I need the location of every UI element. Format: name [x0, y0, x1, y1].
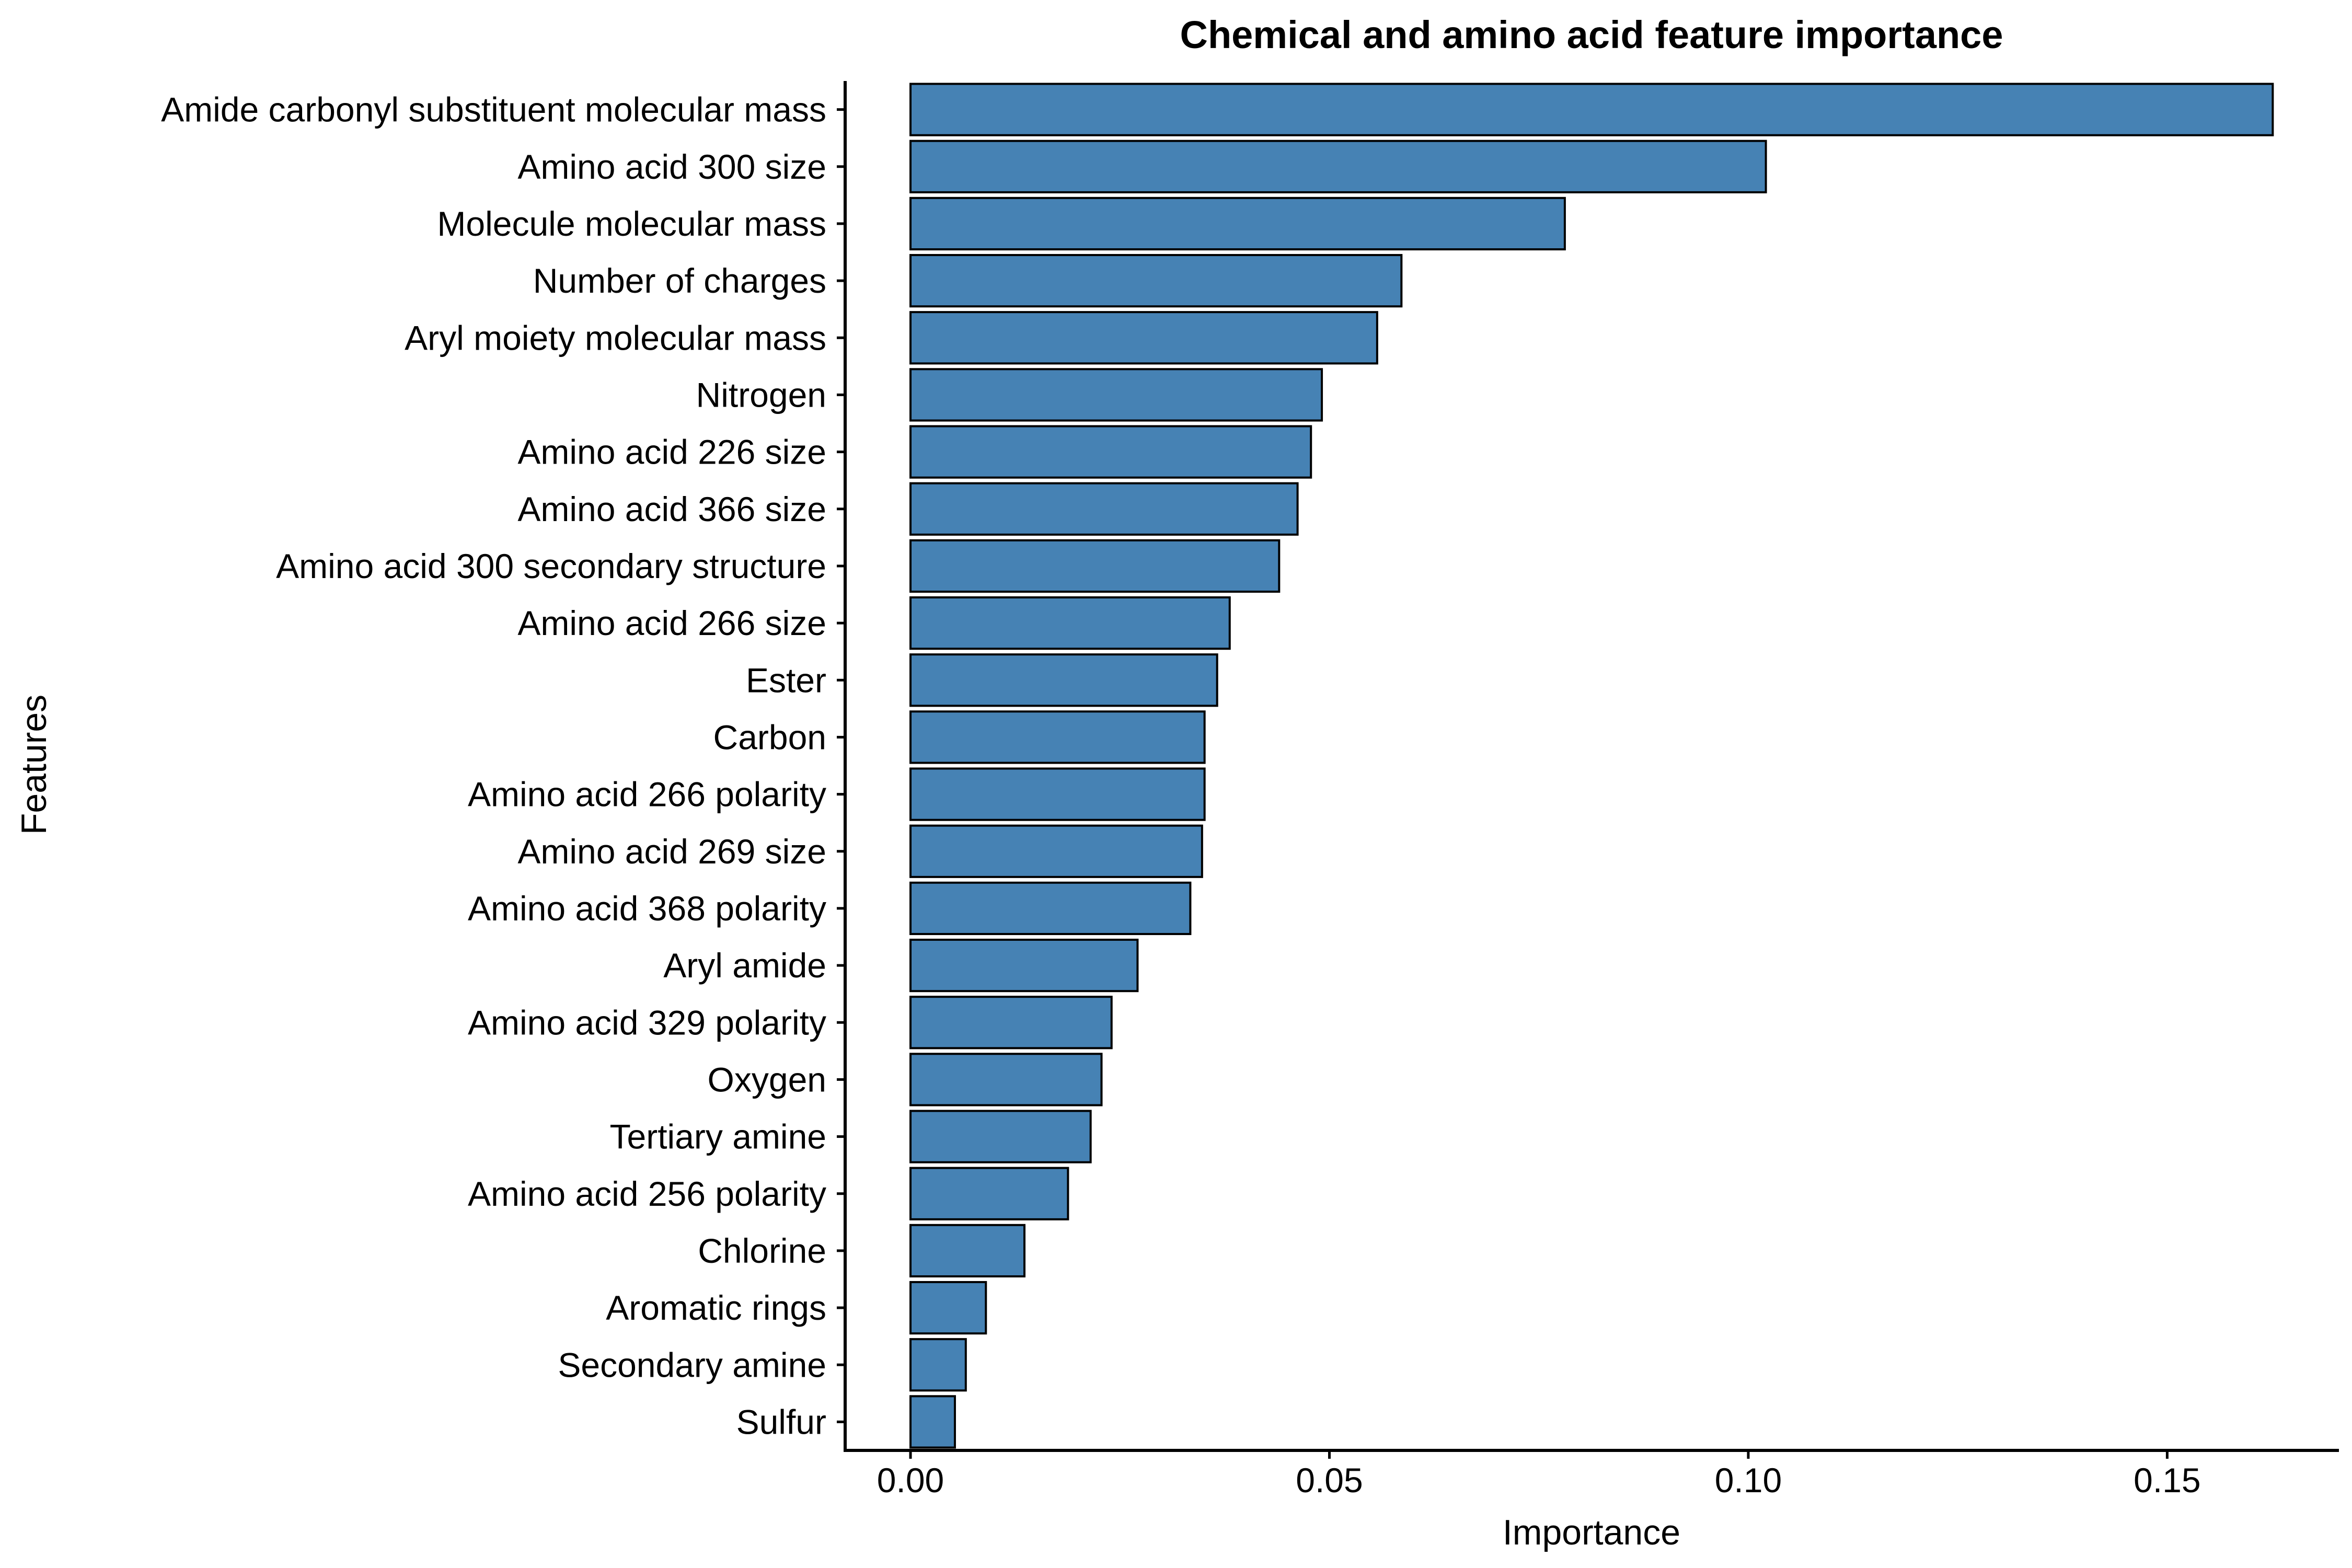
bar-10 — [909, 596, 1231, 650]
bar-22 — [909, 1281, 987, 1335]
bar-14 — [909, 824, 1203, 878]
y-tick-label: Sulfur — [736, 1402, 826, 1441]
x-tick-label: 0.15 — [2134, 1461, 2200, 1500]
y-tick-label: Amino acid 226 size — [517, 433, 826, 471]
bar-7 — [909, 425, 1312, 479]
y-axis-title: Features — [14, 695, 54, 835]
y-tick-label: Aryl moiety molecular mass — [405, 318, 826, 357]
y-tick-label: Amino acid 269 size — [517, 832, 826, 871]
y-tick-label: Amino acid 300 secondary structure — [276, 547, 826, 585]
bar-5 — [909, 311, 1378, 365]
bar-4 — [909, 253, 1403, 308]
axis-lines — [844, 81, 2339, 1452]
bar-12 — [909, 710, 1206, 764]
bar-17 — [909, 996, 1113, 1050]
y-tick-label: Aryl amide — [663, 946, 826, 985]
bar-23 — [909, 1338, 967, 1392]
bar-21 — [909, 1224, 1026, 1278]
y-tick-label: Number of charges — [533, 261, 826, 300]
bar-16 — [909, 938, 1139, 993]
x-tick-label: 0.00 — [877, 1461, 944, 1500]
y-tick-label: Amino acid 300 size — [517, 147, 826, 186]
y-tick-label: Amino acid 366 size — [517, 490, 826, 528]
bar-9 — [909, 539, 1281, 593]
y-tick-label: Amide carbonyl substituent molecular mas… — [161, 90, 826, 129]
y-tick-label: Amino acid 256 polarity — [468, 1174, 826, 1213]
y-tick-label: Amino acid 368 polarity — [468, 889, 826, 928]
y-tick-label: Nitrogen — [696, 375, 826, 414]
bar-18 — [909, 1053, 1103, 1106]
bar-15 — [909, 881, 1192, 936]
bar-20 — [909, 1167, 1069, 1220]
y-tick-label: Tertiary amine — [610, 1117, 826, 1156]
x-axis-title: Importance — [1503, 1513, 1680, 1552]
y-tick-label: Oxygen — [708, 1060, 826, 1099]
bar-24 — [909, 1395, 956, 1449]
bars-group — [909, 83, 2274, 1449]
bar-11 — [909, 653, 1218, 707]
y-tick-label: Aromatic rings — [606, 1288, 826, 1327]
bar-6 — [909, 368, 1323, 422]
y-tick-label: Amino acid 329 polarity — [468, 1003, 826, 1042]
bar-8 — [909, 482, 1299, 536]
bar-1 — [909, 83, 2274, 136]
y-tick-label: Amino acid 266 size — [517, 604, 826, 642]
y-tick-label: Chlorine — [698, 1231, 826, 1270]
x-axis-ticks: 0.00 0.05 0.10 0.15 — [877, 1450, 2201, 1500]
bar-2 — [909, 140, 1767, 193]
y-tick-label: Ester — [746, 661, 826, 699]
y-axis-ticks: Amide carbonyl substituent molecular mas… — [161, 90, 845, 1441]
y-tick-label: Secondary amine — [558, 1345, 826, 1384]
y-tick-label: Carbon — [713, 718, 826, 756]
chart-title: Chemical and amino acid feature importan… — [1180, 13, 2003, 56]
bar-3 — [909, 197, 1566, 251]
bar-13 — [909, 767, 1206, 821]
y-tick-label: Molecule molecular mass — [437, 204, 826, 243]
y-tick-label: Amino acid 266 polarity — [468, 775, 826, 814]
x-tick-label: 0.10 — [1715, 1461, 1782, 1500]
bar-19 — [909, 1110, 1092, 1163]
x-tick-label: 0.05 — [1296, 1461, 1363, 1500]
